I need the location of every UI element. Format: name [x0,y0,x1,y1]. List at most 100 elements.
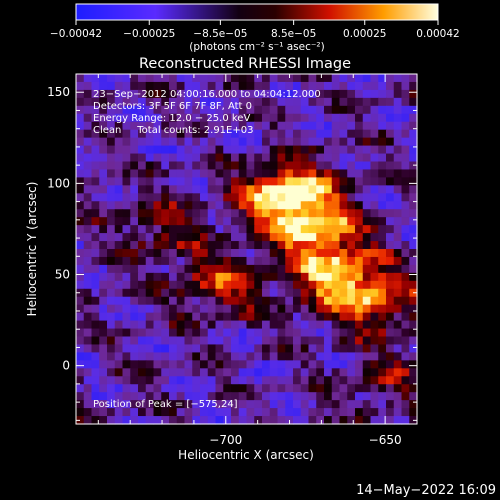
heatmap-cell [254,81,263,91]
heatmap-cell [347,360,356,369]
heatmap-cell [370,161,379,171]
heatmap-cell [308,105,317,115]
heatmap-cell [285,376,294,385]
heatmap-cell [138,336,147,346]
heatmap-cell [262,185,271,194]
heatmap-cell [176,416,186,425]
heatmap-cell [308,249,317,258]
heatmap-cell [138,320,147,330]
heatmap-cell [409,145,418,155]
heatmap-cell [246,74,255,83]
heatmap-cell [370,384,379,393]
heatmap-cell [107,384,116,393]
heatmap-cell [184,384,193,393]
heatmap-cell [324,272,333,282]
heatmap-cell [83,280,93,290]
heatmap-cell [215,264,224,274]
heatmap-cell [308,400,317,409]
heatmap-cell [347,249,356,258]
heatmap-cell [409,217,418,226]
heatmap-cell [200,201,209,210]
heatmap-cell [207,145,217,155]
heatmap-cell [107,376,116,385]
heatmap-cell [107,233,116,242]
heatmap-cell [246,81,255,91]
heatmap-cell [107,185,116,194]
heatmap-cell [277,249,286,258]
heatmap-cell [145,233,155,242]
heatmap-cell [362,225,372,234]
heatmap-cell [130,304,139,314]
heatmap-cell [114,74,124,83]
heatmap-cell [138,312,147,322]
heatmap-cell [231,161,240,171]
heatmap-cell [308,153,317,163]
heatmap-cell [83,177,93,186]
heatmap-cell [192,360,201,369]
heatmap-cell [122,384,131,393]
heatmap-cell [145,81,155,91]
heatmap-cell [277,74,286,83]
heatmap-cell [362,272,372,282]
heatmap-cell [138,256,147,266]
heatmap-cell [331,233,341,242]
heatmap-cell [200,280,209,290]
colorbar-tick-label: 8.5e−05 [271,28,316,40]
heatmap-cell [130,384,139,393]
heatmap-cell [184,193,193,202]
heatmap-cell [262,81,271,91]
heatmap-cell [300,249,310,258]
heatmap-cell [393,217,403,226]
heatmap-cell [107,113,116,123]
heatmap-cell [200,161,209,171]
heatmap-cell [192,400,201,409]
heatmap-cell [324,233,333,242]
heatmap-cell [130,201,139,210]
heatmap-cell [316,137,325,147]
heatmap-cell [107,105,116,115]
x-tick-label: −700 [209,433,242,447]
heatmap-cell [184,113,193,123]
heatmap-cell [277,312,286,322]
heatmap-cell [393,185,403,194]
heatmap-cell [331,288,341,298]
heatmap-cell [300,376,310,385]
heatmap-cell [176,408,186,417]
heatmap-cell [91,185,100,194]
heatmap-cell [277,296,286,306]
heatmap-cell [262,177,271,186]
heatmap-cell [223,89,232,99]
heatmap-cell [293,392,302,401]
heatmap-cell [355,320,364,330]
heatmap-cell [107,296,116,306]
heatmap-cell [409,360,418,369]
colorbar-tick-label: −0.00042 [50,28,102,40]
heatmap-cell [409,209,418,218]
heatmap-cell [192,344,201,353]
heatmap-cell [107,137,116,147]
heatmap-cell [76,320,85,330]
heatmap-cell [386,392,395,401]
heatmap-cell [254,161,263,171]
heatmap-cell [308,264,317,274]
heatmap-cell [91,225,100,234]
heatmap-cell [293,185,302,194]
heatmap-cell [331,81,341,91]
heatmap-cell [192,193,201,202]
annotation-detectors: Detectors: 3F 5F 6F 7F 8F, Att 0 [93,101,252,112]
heatmap-cell [176,233,186,242]
heatmap-cell [308,288,317,298]
heatmap-cell [300,201,310,210]
heatmap-cell [223,74,232,83]
heatmap-cell [223,129,232,139]
heatmap-cell [324,145,333,155]
heatmap-cell [347,89,356,99]
heatmap-cell [355,193,364,202]
heatmap-cell [401,177,410,186]
heatmap-cell [386,185,395,194]
heatmap-cell [339,360,348,369]
heatmap-cell [324,280,333,290]
heatmap-cell [76,177,85,186]
heatmap-cell [231,81,240,91]
heatmap-cell [331,89,341,99]
